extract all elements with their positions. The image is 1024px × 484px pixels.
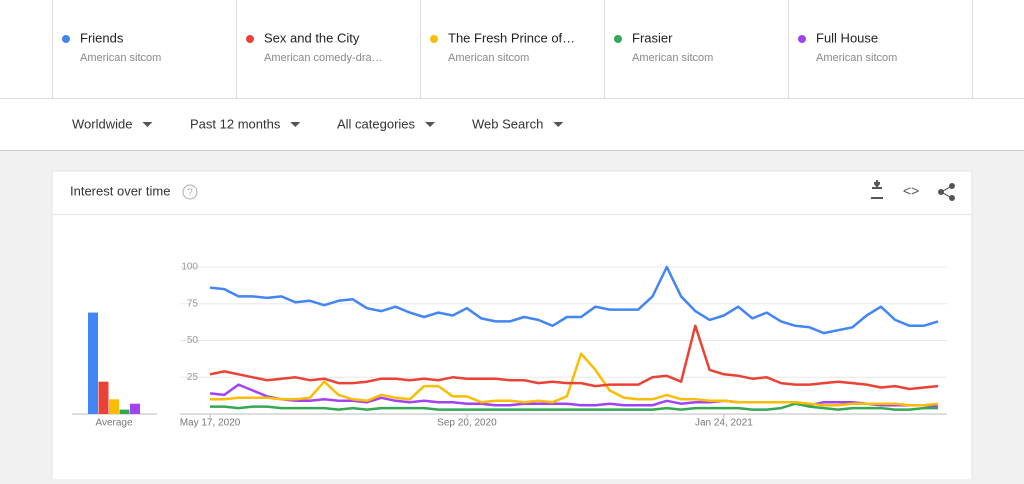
average-bar [130,403,140,414]
x-tick-label: May 17, 2020 [180,418,241,429]
filter-dropdown[interactable]: All categories [337,116,416,131]
legend-description: American sitcom [816,52,897,64]
average-bar [109,399,119,414]
legend-dot [62,35,70,43]
compare-card[interactable] [789,0,972,98]
y-tick-label: 100 [181,262,198,273]
share-icon[interactable] [938,183,955,201]
embed-icon[interactable]: <> [903,183,919,199]
legend-description: American comedy-dra… [264,52,383,64]
legend-name: Full House [816,30,878,45]
dropdown-arrow [553,122,564,127]
compare-card[interactable] [237,0,420,98]
legend-name: The Fresh Prince of… [448,30,575,45]
compare-card[interactable] [53,0,236,98]
x-tick-label: Sep 20, 2020 [437,418,497,429]
trend-line [209,324,939,391]
legend-description: American sitcom [632,52,713,64]
y-tick-label: 75 [187,298,199,309]
average-bar [119,409,130,414]
legend-dot [430,35,438,43]
trend-line [209,265,939,335]
trend-line [210,402,938,411]
chart-title: Interest over time [70,183,170,198]
filter-bar [0,98,1024,150]
filter-dropdown[interactable]: Worldwide [72,116,132,131]
filter-dropdown[interactable]: Web Search [472,116,543,131]
dropdown-arrow [290,122,301,127]
help-icon-glyph: ? [187,188,193,199]
legend-name: Sex and the City [264,30,360,45]
trend-line [210,352,939,407]
help-icon[interactable] [182,184,198,200]
average-bar [98,381,109,414]
y-tick-label: 50 [187,335,199,346]
legend-description: American sitcom [80,52,161,64]
average-label: Average [95,418,133,429]
dropdown-arrow [142,122,153,127]
chart-card [51,170,973,484]
compare-card[interactable] [605,0,788,98]
download-icon[interactable] [871,180,883,199]
x-tick-label: Jan 24, 2021 [695,418,753,429]
legend-description: American sitcom [448,52,529,64]
compare-bar [0,0,1024,98]
legend-dot [246,35,254,43]
legend-name: Frasier [632,30,673,45]
average-bar [88,312,98,414]
legend-dot [798,35,806,43]
filter-dropdown[interactable]: Past 12 months [190,116,281,131]
legend-dot [614,35,622,43]
dropdown-arrow [425,122,436,127]
compare-card[interactable] [421,0,604,98]
y-tick-label: 25 [187,372,199,383]
legend-name: Friends [80,30,124,45]
